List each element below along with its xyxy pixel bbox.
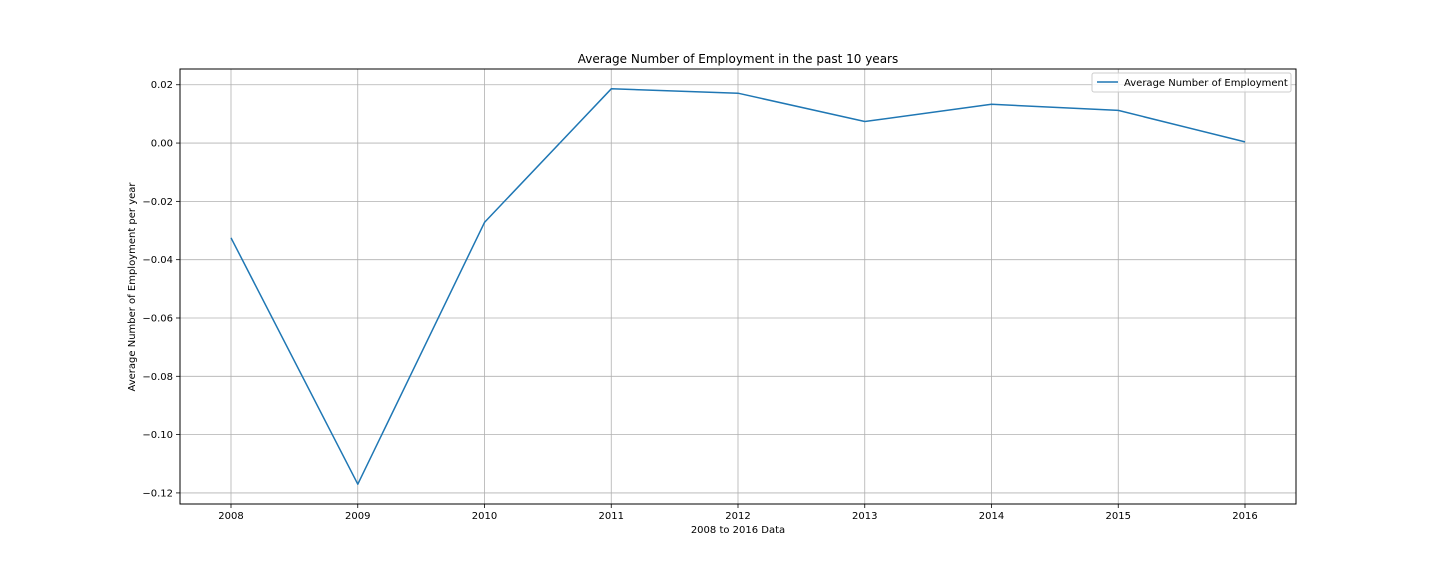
legend: Average Number of Employment	[1092, 73, 1291, 92]
y-tick-label: −0.10	[142, 430, 173, 441]
x-tick-label: 2011	[599, 511, 624, 522]
y-axis-title: Average Number of Employment per year	[127, 182, 138, 392]
y-tick-label: −0.12	[142, 488, 173, 499]
x-tick-label: 2009	[345, 511, 370, 522]
y-tick-label: −0.04	[142, 255, 173, 266]
x-axis-title: 2008 to 2016 Data	[691, 525, 785, 536]
grid-lines	[180, 69, 1296, 504]
chart-title: Average Number of Employment in the past…	[578, 52, 898, 66]
y-tick-label: −0.08	[142, 372, 173, 383]
x-tick-label: 2012	[725, 511, 750, 522]
y-axis-ticks: 0.02 0.00 −0.02 −0.04 −0.06 −0.08 −0.10 −0.12	[142, 80, 180, 499]
x-tick-label: 2013	[852, 511, 877, 522]
x-tick-label: 2014	[979, 511, 1004, 522]
x-tick-label: 2008	[218, 511, 243, 522]
x-axis-ticks: 2008 2009 2010 2011 2012 2013 2014 2015 2016	[218, 504, 1257, 522]
x-tick-label: 2015	[1106, 511, 1131, 522]
x-tick-label: 2016	[1232, 511, 1257, 522]
y-tick-label: 0.00	[151, 139, 173, 150]
x-tick-label: 2010	[472, 511, 497, 522]
y-tick-label: −0.06	[142, 313, 173, 324]
y-tick-label: −0.02	[142, 197, 173, 208]
y-tick-label: 0.02	[151, 80, 173, 91]
legend-label-series-1: Average Number of Employment	[1124, 78, 1288, 89]
